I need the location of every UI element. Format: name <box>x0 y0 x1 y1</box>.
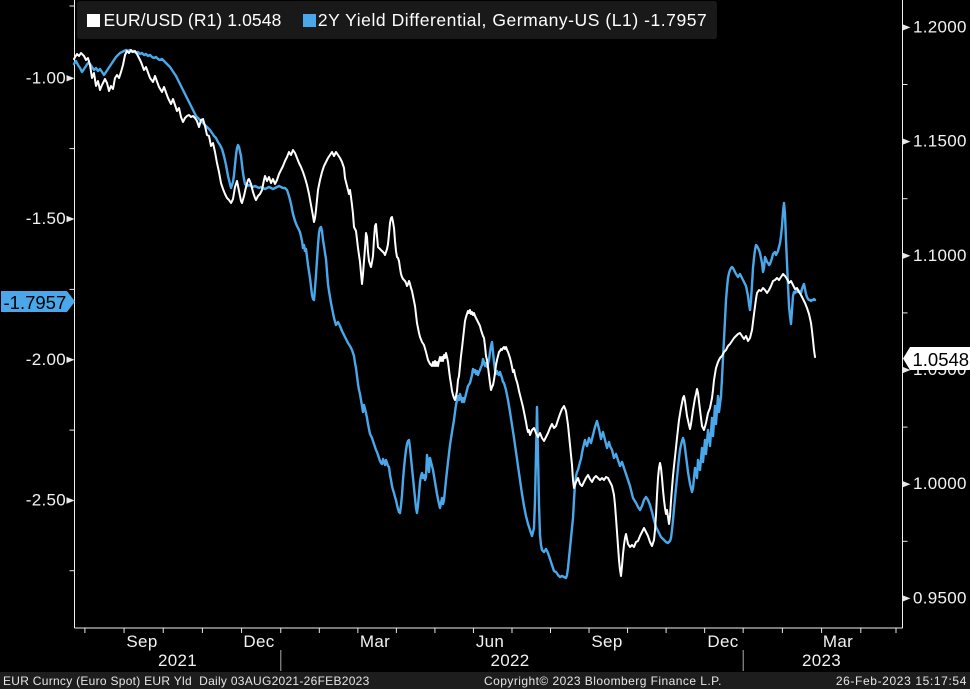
svg-text:1.0548: 1.0548 <box>913 349 970 370</box>
svg-text:-1.7957: -1.7957 <box>4 292 67 313</box>
svg-text:-1.00: -1.00 <box>26 68 66 87</box>
svg-text:Mar: Mar <box>823 632 853 651</box>
svg-text:2021: 2021 <box>158 651 197 670</box>
svg-text:Dec: Dec <box>707 632 738 651</box>
svg-text:0.9500: 0.9500 <box>913 588 967 607</box>
svg-text:1.2000: 1.2000 <box>913 17 967 36</box>
svg-text:1.1000: 1.1000 <box>913 246 967 265</box>
svg-text:-2.50: -2.50 <box>26 491 66 510</box>
svg-text:1.0000: 1.0000 <box>913 474 967 493</box>
svg-text:1.1500: 1.1500 <box>913 132 967 151</box>
svg-text:Jun: Jun <box>476 632 504 651</box>
svg-text:Sep: Sep <box>126 632 157 651</box>
svg-text:-1.50: -1.50 <box>26 209 66 228</box>
svg-text:2023: 2023 <box>802 651 841 670</box>
svg-text:Dec: Dec <box>243 632 274 651</box>
svg-text:Sep: Sep <box>591 632 622 651</box>
svg-text:Mar: Mar <box>360 632 390 651</box>
svg-text:2022: 2022 <box>490 651 529 670</box>
svg-text:-2.00: -2.00 <box>26 350 66 369</box>
